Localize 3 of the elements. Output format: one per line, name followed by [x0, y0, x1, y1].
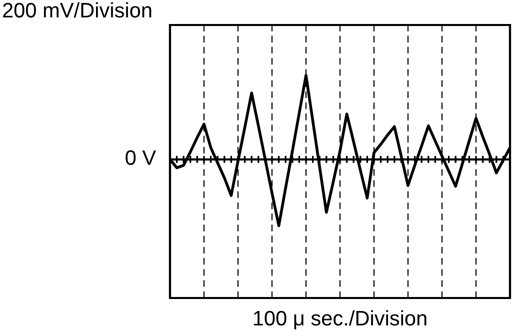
x-axis-title: 100 μ sec./Division: [254, 310, 426, 330]
text: 0 V: [126, 150, 156, 165]
y-axis-title: 200 mV/Division: [3, 2, 152, 18]
